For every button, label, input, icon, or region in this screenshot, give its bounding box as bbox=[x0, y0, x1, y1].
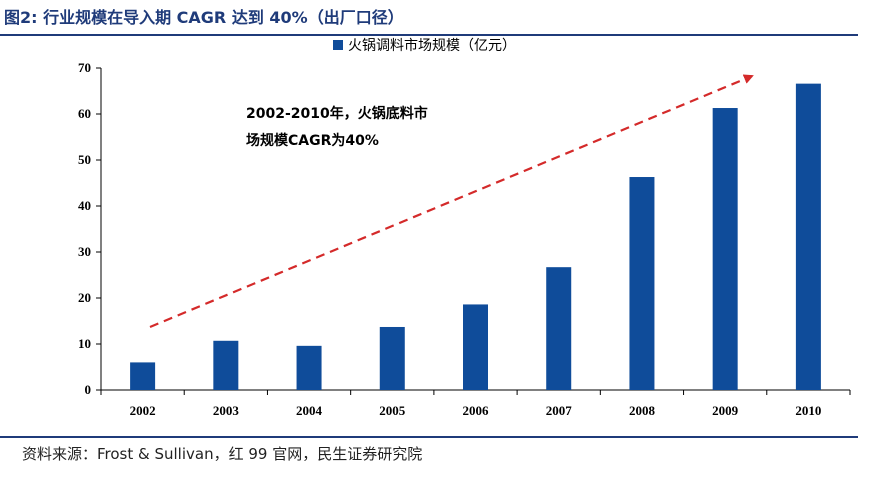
y-tick-label: 70 bbox=[78, 60, 91, 75]
x-tick-label: 2008 bbox=[629, 403, 656, 418]
bar bbox=[379, 326, 405, 390]
bar-series bbox=[130, 83, 821, 391]
bar bbox=[296, 345, 322, 390]
bar bbox=[546, 267, 572, 390]
y-tick-label: 60 bbox=[78, 106, 91, 121]
x-tick-label: 2006 bbox=[463, 403, 490, 418]
bar bbox=[213, 340, 239, 390]
source-note: 资料来源：Frost & Sullivan，红 99 官网，民生证券研究院 bbox=[22, 445, 423, 463]
x-tick-label: 2002 bbox=[130, 403, 156, 418]
y-tick-label: 40 bbox=[78, 198, 91, 213]
x-tick-label: 2003 bbox=[213, 403, 240, 418]
legend: 火锅调料市场规模（亿元） bbox=[333, 37, 516, 54]
x-tick-label: 2007 bbox=[546, 403, 573, 418]
trend-arrow bbox=[149, 74, 754, 329]
legend-label: 火锅调料市场规模（亿元） bbox=[348, 37, 516, 54]
bar bbox=[629, 177, 655, 390]
legend-swatch bbox=[333, 40, 343, 50]
y-tick-label: 30 bbox=[78, 244, 91, 259]
annotation-line-2: 场规模CAGR为40% bbox=[246, 132, 379, 149]
x-tick-label: 2005 bbox=[379, 403, 406, 418]
title-rule bbox=[0, 34, 858, 36]
y-tick-label: 20 bbox=[78, 290, 91, 305]
x-axis: 2002 2003 2004 2005 2006 2007 2008 2009 2010 bbox=[100, 389, 851, 418]
source-rule bbox=[0, 436, 858, 438]
y-tick-label: 50 bbox=[78, 152, 91, 167]
bar bbox=[463, 304, 488, 390]
x-tick-label: 2004 bbox=[296, 403, 323, 418]
y-axis: 0 10 20 30 40 50 60 70 bbox=[78, 60, 102, 397]
figure-title: 图2: 行业规模在导入期 CAGR 达到 40%（出厂口径） bbox=[4, 8, 404, 27]
y-tick-label: 0 bbox=[85, 382, 92, 397]
bar bbox=[130, 362, 156, 390]
bar bbox=[795, 83, 821, 390]
bar bbox=[712, 108, 738, 391]
x-tick-label: 2009 bbox=[712, 403, 739, 418]
x-tick-label: 2010 bbox=[795, 403, 821, 418]
y-tick-label: 10 bbox=[78, 336, 91, 351]
annotation-line-1: 2002-2010年，火锅底料市 bbox=[246, 105, 428, 122]
